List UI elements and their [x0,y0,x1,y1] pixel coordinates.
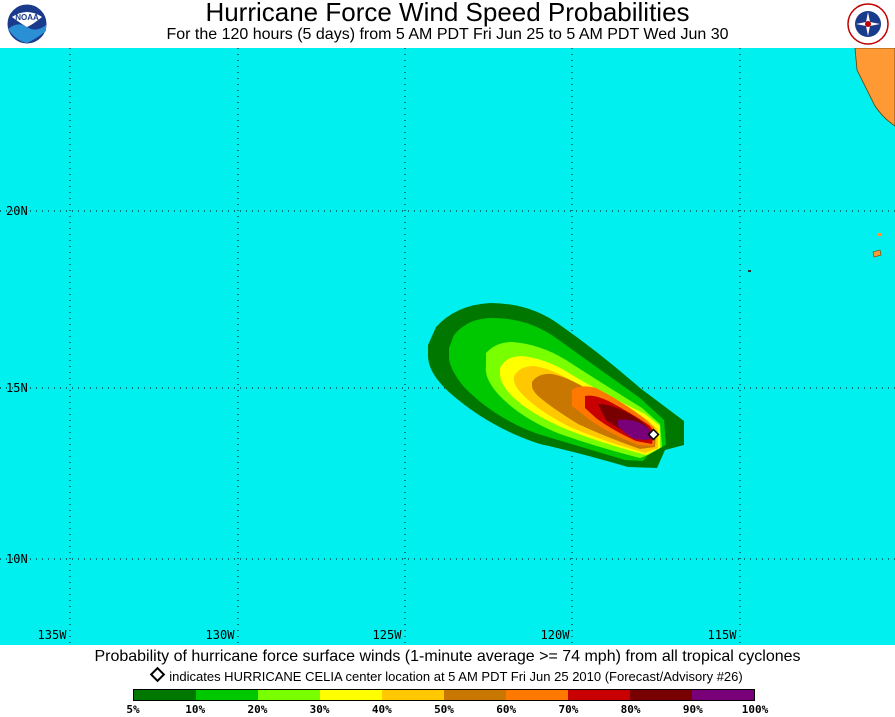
legend-swatch [258,690,320,700]
storm-center-diamond-icon [149,666,166,683]
lat-label: 20N [6,204,28,218]
lon-label: 125W [373,628,403,642]
legend-swatch [196,690,258,700]
legend-swatch [692,690,754,700]
legend-label: 60% [496,703,517,716]
legend-swatch [630,690,692,700]
island-tiny [748,270,751,272]
probability-legend [133,689,755,701]
probability-swath [428,303,684,468]
legend-label: 50% [434,703,454,716]
legend-label: 10% [185,703,206,716]
storm-note-text: indicates HURRICANE CELIA center locatio… [169,669,743,684]
legend-swatch [444,690,506,700]
legend-label: 30% [309,703,330,716]
legend-swatch [506,690,568,700]
legend-label: 5% [126,703,140,716]
header: NOAA Hurricane Force Wind Speed Probabil… [0,0,895,48]
legend-label: 70% [558,703,579,716]
noaa-logo-text: NOAA [15,13,39,22]
lon-label: 135W [38,628,68,642]
legend-label: 100% [741,703,769,716]
legend-swatch [382,690,444,700]
lon-label: 130W [206,628,236,642]
lon-label: 120W [541,628,571,642]
legend-label: 80% [620,703,641,716]
probability-map: 20N 15N 10N 135W 130W 125W 120W 115W [0,47,895,645]
storm-center-diamond-icon [647,428,660,441]
lon-label: 115W [708,628,738,642]
legend-label: 20% [247,703,268,716]
island-small [878,233,881,236]
legend-label: 40% [371,703,392,716]
lat-label: 10N [6,552,28,566]
page-subtitle: For the 120 hours (5 days) from 5 AM PDT… [166,26,729,43]
national-weather-service-logo-icon [847,3,889,45]
legend-swatch [134,690,196,700]
legend-swatch [568,690,630,700]
noaa-logo-icon: NOAA [6,3,48,45]
lat-label: 15N [6,381,28,395]
page-title: Hurricane Force Wind Speed Probabilities [205,0,690,27]
legend-swatch [320,690,382,700]
mainland-coast [854,47,895,127]
island [872,249,882,258]
legend-label: 90% [682,703,703,716]
legend-labels: 5% 10% 20% 30% 40% 50% 60% 70% 80% 90% 100% [0,703,895,717]
storm-note: indicates HURRICANE CELIA center locatio… [0,666,895,685]
footer: Probability of hurricane force surface w… [0,645,895,716]
map-caption: Probability of hurricane force surface w… [94,648,801,665]
